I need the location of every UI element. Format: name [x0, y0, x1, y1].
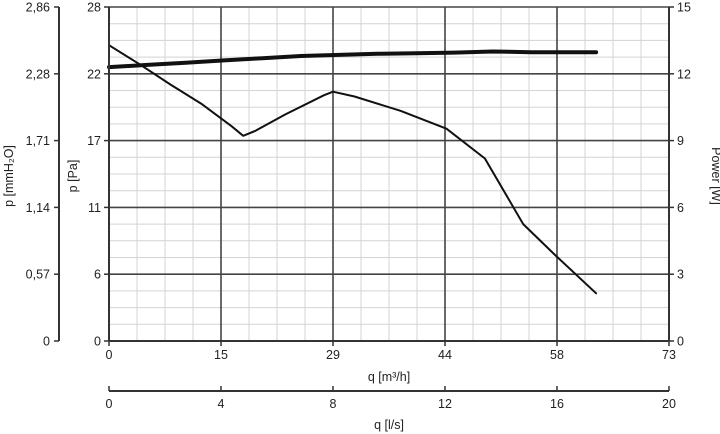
y-inner-tick-label: 17 — [87, 134, 101, 148]
axes — [54, 6, 674, 392]
minor-grid — [109, 7, 669, 341]
x-secondary-tick-label: 16 — [550, 397, 564, 411]
power-curve — [107, 49, 599, 70]
x-secondary-tick-label: 0 — [106, 397, 113, 411]
y-axis-title-outer: p [mmH₂O] — [2, 145, 16, 207]
x-main-tick-label: 29 — [326, 348, 340, 362]
y-right-tick-label: 15 — [677, 1, 691, 15]
series-layer — [107, 44, 599, 295]
x-main-tick-label: 58 — [550, 348, 564, 362]
y-right-tick-label: 9 — [677, 134, 684, 148]
y-outer-tick-label: 2,86 — [26, 1, 50, 15]
y-inner-tick-label: 6 — [94, 268, 101, 282]
y-inner-tick-label: 22 — [87, 67, 101, 81]
x-main-tick-label: 15 — [214, 348, 228, 362]
x-secondary-tick-label: 8 — [330, 397, 337, 411]
x-main-tick-label: 44 — [438, 348, 452, 362]
x-secondary-tick-label: 4 — [218, 397, 225, 411]
x-main-tick-label: 73 — [662, 348, 676, 362]
x-main-tick-label: 0 — [106, 348, 113, 362]
x-axis-title-secondary: q [l/s] — [374, 418, 404, 432]
x-secondary-tick-label: 20 — [662, 397, 676, 411]
y-outer-tick-label: 1,71 — [26, 134, 50, 148]
y-right-tick-label: 0 — [677, 335, 684, 349]
y-right-tick-label: 3 — [677, 268, 684, 282]
y-inner-tick-label: 28 — [87, 1, 101, 15]
y-outer-tick-label: 0 — [43, 335, 50, 349]
y-axis-title-right: Power [W] — [709, 147, 720, 205]
y-inner-tick-label: 0 — [94, 335, 101, 349]
y-inner-tick-label: 11 — [88, 201, 101, 215]
x-axis-title-main: q [m³/h] — [368, 370, 410, 384]
y-outer-tick-label: 0,57 — [26, 268, 50, 282]
y-outer-tick-label: 1,14 — [26, 201, 50, 215]
y-axis-title-inner: p [Pa] — [66, 160, 80, 193]
y-right-tick-label: 12 — [677, 67, 691, 81]
y-outer-tick-label: 2,28 — [26, 67, 50, 81]
tick-labels: 0 0 00,57 6 31,14 11 61,71 17 92,28 22 122,86 28 150… — [26, 1, 691, 412]
x-secondary-tick-label: 12 — [438, 397, 452, 411]
y-right-tick-label: 6 — [677, 201, 684, 215]
pressure-curve — [108, 44, 598, 295]
